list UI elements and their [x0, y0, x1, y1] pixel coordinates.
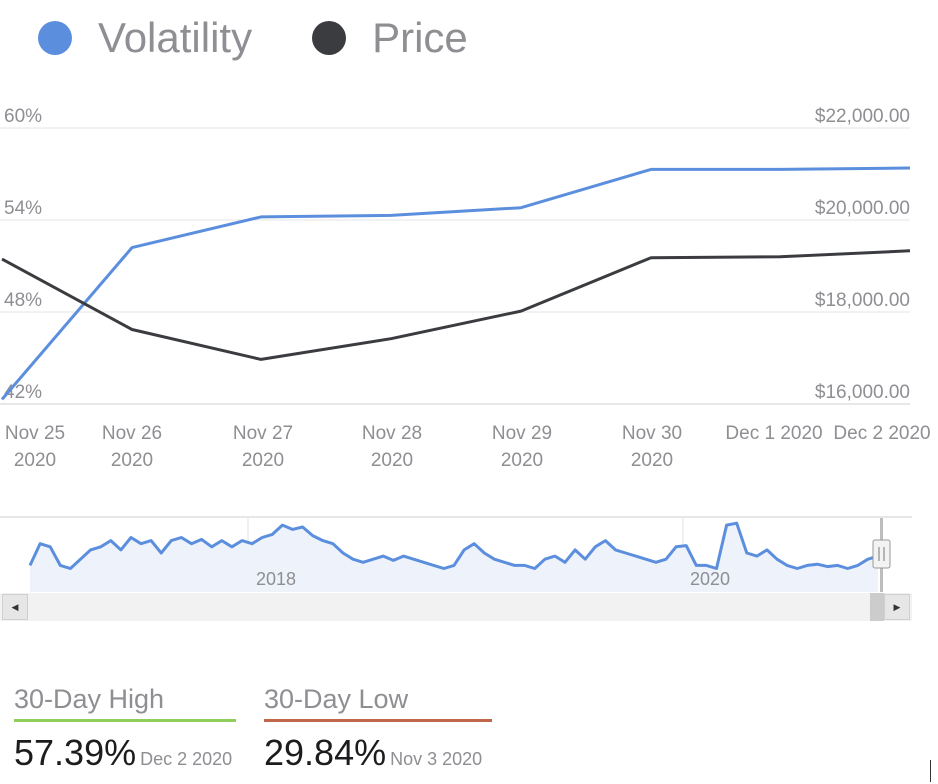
x-axis-tick-label: 2020 [242, 450, 284, 471]
scroll-left-button[interactable]: ◀ [2, 594, 28, 620]
stat-low-value: 29.84% [264, 732, 387, 773]
stat-low-label: 30-Day Low [264, 684, 492, 722]
legend-dot-volatility [38, 21, 72, 55]
stat-high-value-row: 57.39% Dec 2 2020 [14, 732, 236, 774]
chevron-right-icon: ▶ [893, 601, 901, 612]
chevron-left-icon: ◀ [11, 601, 19, 612]
left-axis-tick-label: 54% [4, 198, 42, 219]
x-axis-tick-label: Dec 1 2020 [725, 423, 822, 444]
stat-low-date: Nov 3 2020 [390, 749, 483, 769]
x-axis-tick-label: 2020 [111, 450, 153, 471]
navigator-series-line [28, 521, 879, 570]
x-axis-tick-label: 2020 [14, 450, 56, 471]
left-axis-tick-label: 60% [4, 106, 42, 127]
legend-item-volatility[interactable]: Volatility [38, 14, 252, 62]
scrollbar-thumb [870, 593, 884, 621]
x-axis-tick-label: Nov 25 [5, 423, 65, 444]
navigator-handle [872, 539, 891, 569]
series-line-volatility [0, 166, 911, 401]
legend-label-price: Price [372, 14, 468, 61]
stats-panel: 30-Day High 57.39% Dec 2 2020 30-Day Low … [14, 684, 520, 774]
stat-high-value: 57.39% [14, 732, 137, 773]
navigator-year-label: 2020 [690, 569, 730, 589]
scroll-right-button[interactable]: ▶ [884, 594, 910, 620]
series-line-price [1, 249, 911, 361]
right-axis-tick-label: $22,000.00 [815, 106, 910, 127]
legend-label-volatility: Volatility [98, 14, 253, 61]
stat-30-day-high: 30-Day High 57.39% Dec 2 2020 [14, 684, 236, 774]
right-axis-tick-label: $20,000.00 [815, 198, 910, 219]
x-axis-tick-label: 2020 [631, 450, 673, 471]
legend-item-price[interactable]: Price [312, 14, 468, 62]
x-axis-tick-label: Nov 30 [622, 423, 682, 444]
right-axis-tick-label: $18,000.00 [815, 290, 910, 311]
stat-30-day-low: 30-Day Low 29.84% Nov 3 2020 [264, 684, 492, 774]
stat-high-label: 30-Day High [14, 684, 236, 722]
stat-high-date: Dec 2 2020 [140, 749, 233, 769]
x-axis-tick-label: Dec 2 2020 [833, 423, 930, 444]
navigator-chart: 2018 2020 [0, 516, 912, 621]
right-axis-tick-label: $16,000.00 [815, 382, 910, 403]
left-axis-tick-label: 48% [4, 290, 42, 311]
scrollbar-track [0, 593, 912, 621]
stat-low-value-row: 29.84% Nov 3 2020 [264, 732, 492, 774]
text-cursor [930, 760, 931, 782]
x-axis-tick-label: 2020 [501, 450, 543, 471]
navigator-year-label: 2018 [256, 569, 296, 589]
x-axis-tick-label: Nov 26 [102, 423, 162, 444]
legend-dot-price [312, 21, 347, 55]
navigator-area [30, 523, 878, 592]
chart-legend: Volatility Price [38, 8, 528, 68]
x-axis-tick-label: Nov 27 [233, 423, 293, 444]
x-axis-tick-label: 2020 [371, 450, 413, 471]
x-axis-tick-label: Nov 29 [492, 423, 552, 444]
x-axis-tick-label: Nov 28 [362, 423, 422, 444]
